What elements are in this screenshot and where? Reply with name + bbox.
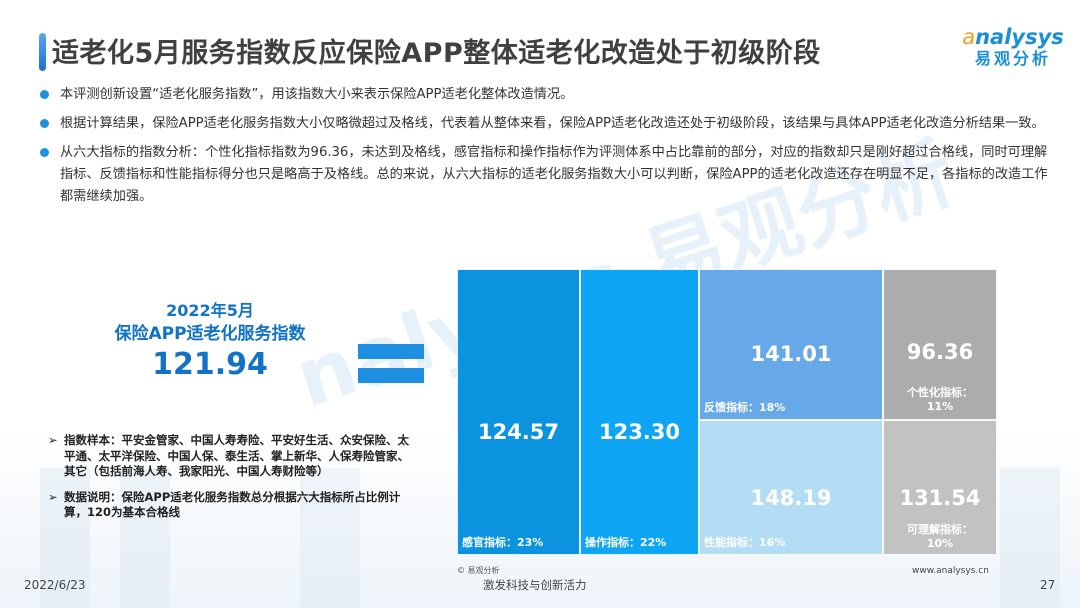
index-value: 121.94 (152, 347, 268, 382)
analysys-logo: analysys 易观分析 (958, 26, 1068, 70)
bullet-item: 根据计算结果，保险APP适老化服务指数大小仅略微超过及格线，代表着从整体来看，保… (38, 113, 1048, 135)
index-label: 保险APP适老化服务指数 (114, 324, 306, 344)
treemap-cell-personalization: 96.36 个性化指标： 11% (883, 269, 997, 420)
treemap-cell-operation: 123.30 操作指标：22% (580, 269, 699, 555)
overall-index: 2022年5月 保险APP适老化服务指数 121.94 (80, 300, 340, 384)
note-sample: ➢ 指数样本：平安金管家、中国人寿寿险、平安好生活、众安保险、太平通、太平洋保险… (48, 433, 409, 478)
title-accent-bar (39, 33, 46, 71)
treemap-cell-comprehensibility: 131.54 可理解指标： 10% (883, 420, 997, 555)
logo-chinese: 易观分析 (974, 49, 1051, 68)
arrow-bullet-icon: ➢ (48, 489, 58, 504)
index-date: 2022年5月 (166, 301, 254, 320)
note-data-explanation: ➢ 数据说明：保险APP适老化服务指数总分根据六大指标所占比例计算，120为基本… (48, 489, 401, 520)
treemap-cell-performance: 148.19 性能指标：16% (699, 420, 883, 555)
equals-sign-icon (358, 344, 424, 392)
notes: ➢ 指数样本：平安金管家、中国人寿寿险、平安好生活、众安保险、太平通、太平洋保险… (48, 433, 418, 531)
footer-slogan: 激发科技与创新活力 (483, 578, 587, 592)
page-number: 27 (1040, 578, 1056, 592)
arrow-bullet-icon: ➢ (48, 433, 58, 447)
page-title: 适老化5月服务指数反应保险APP整体适老化改造处于初级阶段 (52, 38, 821, 69)
bullet-item: 本评测创新设置“适老化服务指数”，用该指数大小来表示保险APP适老化整体改造情况… (38, 84, 1048, 106)
bullet-item: 从六大指标的指数分析：个性化指标指数为96.36，未达到及格线，感官指标和操作指… (38, 142, 1048, 208)
index-treemap: 124.57 感官指标：23% 123.30 操作指标：22% 141.01 反… (457, 269, 997, 555)
footer-date: 2022/6/23 (24, 578, 86, 592)
treemap-cell-feedback: 141.01 反馈指标：18% (699, 269, 883, 420)
summary-bullets: 本评测创新设置“适老化服务指数”，用该指数大小来表示保险APP适老化整体改造情况… (38, 84, 1048, 215)
logo-english: analysys (962, 25, 1064, 49)
footer-url: www.analysys.cn (912, 566, 989, 576)
footer-copyright: © 易观分析 (457, 566, 500, 575)
treemap-cell-sensory: 124.57 感官指标：23% (457, 269, 580, 555)
